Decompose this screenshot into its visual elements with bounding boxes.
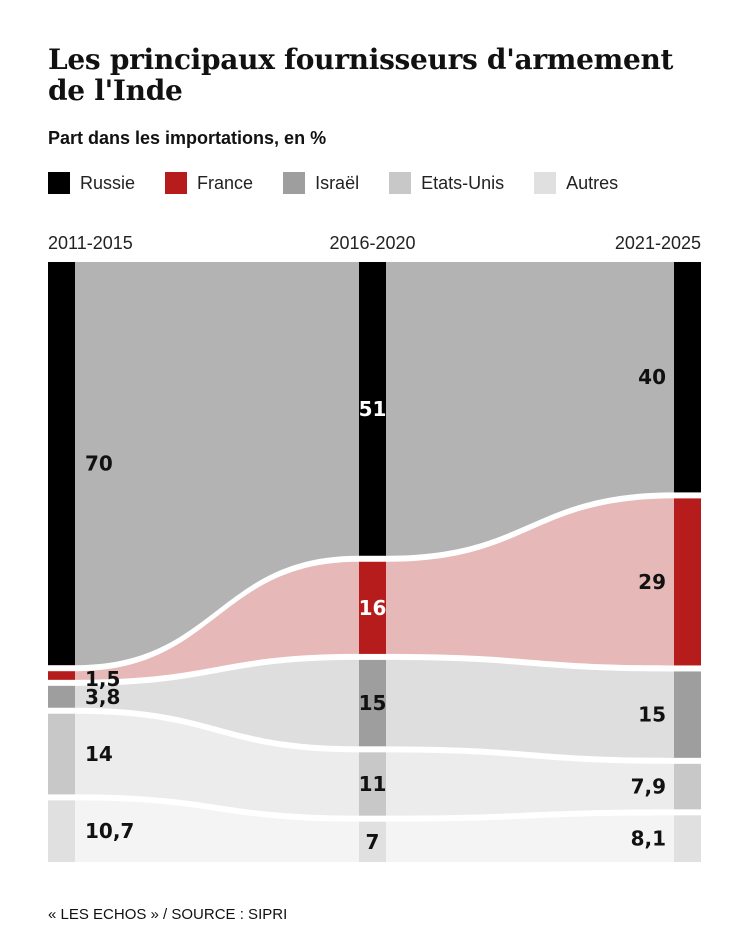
legend-item-israel: Israël — [283, 172, 359, 194]
bar-israel-2021-2025 — [674, 671, 701, 758]
bar-autres-2021-2025 — [674, 815, 701, 862]
bar-etats-unis-2011-2015 — [48, 713, 75, 795]
bar-autres-2016-2020 — [359, 821, 386, 862]
value-label-israel-2011-2015: 3,8 — [85, 685, 120, 709]
bar-russie-2021-2025 — [674, 262, 701, 493]
value-label-etats-unis-2021-2025: 7,9 — [631, 775, 666, 799]
column-label-2021-2025: 2021-2025 — [615, 233, 701, 253]
value-label-autres-2016-2020: 7 — [366, 830, 380, 854]
legend-label: Russie — [80, 172, 136, 193]
flow-band-france-0 — [75, 561, 359, 680]
bar-israel-2011-2015 — [48, 685, 75, 708]
value-label-russie-2021-2025: 40 — [638, 365, 666, 389]
bar-autres-2011-2015 — [48, 800, 75, 862]
value-label-autres-2021-2025: 8,1 — [631, 827, 666, 851]
legend-item-france: France — [165, 172, 253, 194]
value-label-russie-2016-2020: 51 — [359, 397, 387, 421]
value-label-etats-unis-2016-2020: 11 — [359, 772, 387, 796]
bar-russie-2016-2020 — [359, 262, 386, 556]
legend: Russie France Israël Etats-Unis Autres — [48, 172, 648, 194]
value-label-france-2021-2025: 29 — [638, 570, 666, 594]
bar-israel-2016-2020 — [359, 659, 386, 747]
value-label-france-2016-2020: 16 — [359, 596, 387, 620]
column-label-2011-2015: 2011-2015 — [48, 233, 133, 253]
legend-swatch — [48, 172, 70, 194]
legend-label: Autres — [566, 172, 619, 193]
legend-item-autres: Autres — [534, 172, 618, 194]
legend-item-etats-unis: Etats-Unis — [389, 172, 504, 194]
chart-subtitle: Part dans les importations, en % — [48, 128, 327, 148]
flow-band-etats-unis-1 — [386, 752, 674, 816]
flow-band-france-1 — [386, 498, 674, 666]
value-label-etats-unis-2011-2015: 14 — [85, 742, 113, 766]
flow-band-russie-1 — [386, 262, 674, 556]
legend-swatch — [389, 172, 412, 194]
flow-band-israel-0 — [75, 659, 359, 747]
bar-etats-unis-2021-2025 — [674, 763, 701, 810]
legend-swatch — [283, 172, 306, 194]
value-label-israel-2016-2020: 15 — [359, 691, 387, 715]
legend-swatch — [534, 172, 557, 194]
bar-france-2011-2015 — [48, 671, 75, 680]
flow-band-autres-0 — [75, 800, 359, 862]
bar-etats-unis-2016-2020 — [359, 752, 386, 816]
value-label-autres-2011-2015: 10,7 — [85, 819, 134, 843]
flow-band-etats-unis-0 — [75, 713, 359, 816]
chart-title: Les principaux fournisseurs d'armement d… — [48, 43, 674, 107]
value-label-israel-2021-2025: 15 — [638, 703, 666, 727]
flow-band-autres-1 — [386, 815, 674, 862]
flow-band-russie-0 — [75, 262, 359, 666]
column-label-2016-2020: 2016-2020 — [329, 233, 415, 253]
bar-russie-2011-2015 — [48, 262, 75, 666]
value-label-france-2011-2015: 1,5 — [85, 667, 120, 691]
legend-label: Etats-Unis — [421, 172, 505, 193]
bar-france-2016-2020 — [359, 561, 386, 654]
bar-france-2021-2025 — [674, 498, 701, 666]
legend-label: France — [197, 172, 254, 193]
legend-swatch — [165, 172, 188, 194]
legend-label: Israël — [315, 172, 360, 193]
flow-band-israel-1 — [386, 659, 674, 758]
legend-item-russie: Russie — [48, 172, 135, 194]
value-label-russie-2011-2015: 70 — [85, 452, 113, 476]
source-note: « LES ECHOS » / SOURCE : SIPRI — [48, 906, 288, 923]
